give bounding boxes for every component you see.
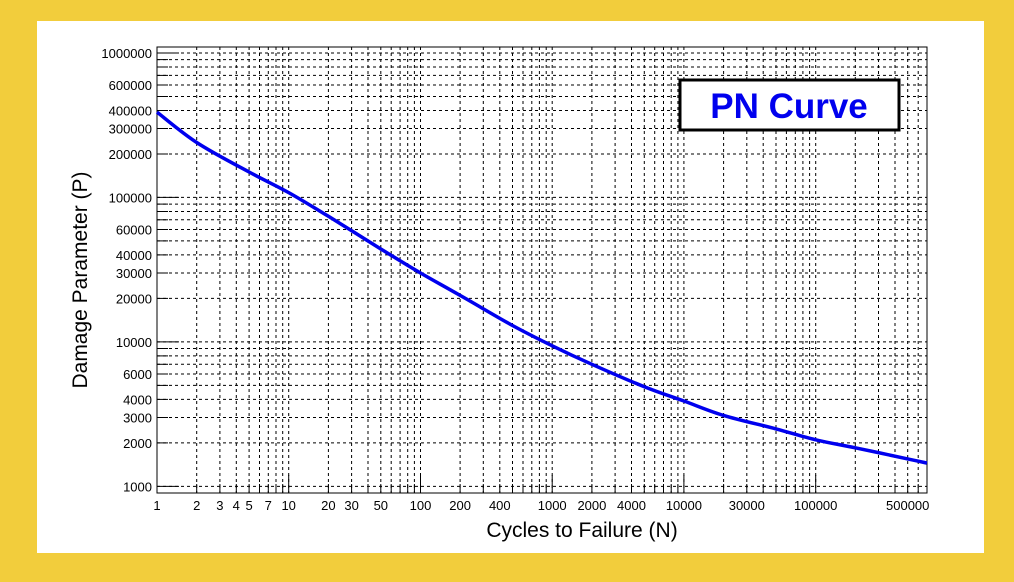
y-tick-label: 2000 bbox=[123, 436, 152, 451]
x-tick-label: 50 bbox=[374, 498, 388, 513]
x-tick-label: 400 bbox=[489, 498, 511, 513]
y-tick-label: 300000 bbox=[109, 122, 152, 137]
y-tick-label: 6000 bbox=[123, 367, 152, 382]
x-axis-title: Cycles to Failure (N) bbox=[486, 519, 677, 542]
y-tick-label: 30000 bbox=[116, 266, 152, 281]
y-tick-labels: 1000 2000 3000 4000 6000 10000 20000 30000 40000… bbox=[101, 46, 152, 494]
y-tick-label: 1000000 bbox=[101, 46, 152, 61]
x-tick-label: 200 bbox=[449, 498, 471, 513]
x-tick-label: 7 bbox=[265, 498, 272, 513]
x-tick-label: 4 bbox=[233, 498, 240, 513]
y-tick-label: 3000 bbox=[123, 411, 152, 426]
y-tick-label: 100000 bbox=[109, 190, 152, 205]
axis-ticks bbox=[157, 52, 919, 493]
y-tick-label: 400000 bbox=[109, 104, 152, 119]
y-tick-label: 4000 bbox=[123, 392, 152, 407]
x-tick-label: 30000 bbox=[729, 498, 765, 513]
pn-curve-chart: 1 2 3 4 5 7 10 20 30 50 100 200 400 1000 2000 4000 10000… bbox=[69, 46, 929, 542]
x-tick-label: 4000 bbox=[617, 498, 646, 513]
chart-title-box: PN Curve bbox=[678, 78, 901, 132]
x-tick-label: 100 bbox=[410, 498, 432, 513]
y-tick-label: 60000 bbox=[116, 223, 152, 238]
x-tick-label: 2000 bbox=[577, 498, 606, 513]
x-tick-label: 20 bbox=[321, 498, 335, 513]
y-tick-label: 200000 bbox=[109, 147, 152, 162]
x-tick-labels: 1 2 3 4 5 7 10 20 30 50 100 200 400 1000 2000 4000 10000… bbox=[153, 498, 929, 513]
y-tick-label: 20000 bbox=[116, 291, 152, 306]
chart-title: PN Curve bbox=[710, 87, 868, 126]
x-tick-label: 3 bbox=[216, 498, 223, 513]
plot-frame bbox=[156, 46, 928, 494]
x-tick-label: 5 bbox=[245, 498, 252, 513]
y-tick-label: 600000 bbox=[109, 78, 152, 93]
x-tick-label: 1000 bbox=[538, 498, 567, 513]
x-tick-label: 10 bbox=[281, 498, 295, 513]
x-tick-label: 100000 bbox=[794, 498, 837, 513]
chart-canvas: 1 2 3 4 5 7 10 20 30 50 100 200 400 1000 2000 4000 10000… bbox=[37, 21, 984, 553]
x-tick-label: 1 bbox=[153, 498, 160, 513]
pn-curve-line bbox=[155, 110, 928, 465]
x-tick-label: 500000 bbox=[886, 498, 929, 513]
y-axis-title: Damage Parameter (P) bbox=[69, 171, 92, 388]
x-tick-label: 2 bbox=[193, 498, 200, 513]
series-layer bbox=[155, 110, 928, 465]
x-tick-label: 30 bbox=[344, 498, 358, 513]
y-tick-label: 10000 bbox=[116, 335, 152, 350]
title-box-frame bbox=[678, 78, 901, 132]
y-tick-label: 40000 bbox=[116, 248, 152, 263]
y-tick-label: 1000 bbox=[123, 479, 152, 494]
x-tick-label: 10000 bbox=[666, 498, 702, 513]
